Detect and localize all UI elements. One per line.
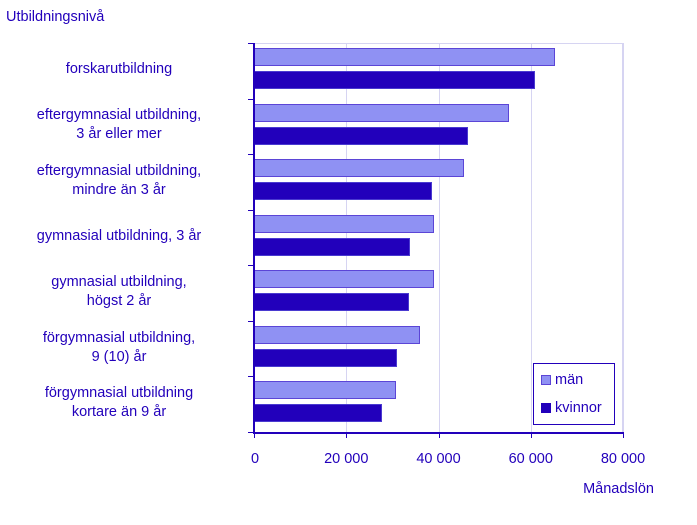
legend-label-women: kvinnor [555,400,602,416]
x-tick [623,432,624,438]
y-axis-line [253,43,255,433]
bar-men [254,159,464,178]
category-label: eftergymnasial utbildning, mindre än 3 år [36,162,202,198]
x-tick [438,432,440,438]
x-tick-label: 60 000 [508,451,553,467]
y-tick [248,98,254,100]
legend-item-men: män [541,372,583,388]
legend: män kvinnor [533,363,615,425]
bar-women [254,348,397,367]
y-axis-title: Utbildningsnivå [6,9,105,25]
bar-men [254,103,510,122]
bar-women [254,293,409,312]
y-tick [248,209,254,211]
category-label: forskarutbildning [65,61,173,78]
legend-swatch-men [541,375,551,385]
category-label: förgymnasial utbildning kortare än 9 år [44,385,194,421]
x-tick-label: 0 [250,451,260,467]
x-tick-label: 40 000 [416,451,461,467]
bar-men [254,381,396,400]
y-tick [248,320,254,322]
bar-men [254,214,434,233]
bar-women [254,404,382,423]
legend-swatch-women [541,403,551,413]
x-tick-label: 20 000 [324,451,369,467]
bar-women [254,182,433,201]
category-label: gymnasial utbildning, 3 år [36,228,202,244]
bar-men [254,325,421,344]
category-label: gymnasial utbildning, högst 2 år [51,274,187,310]
y-tick [248,43,254,44]
legend-label-men: män [555,372,584,388]
gridline [438,43,440,432]
y-tick [248,376,254,378]
y-tick [248,265,254,267]
y-tick [248,432,254,433]
x-tick-label: 80 000 [600,451,646,467]
gridline [530,43,532,432]
x-tick [530,432,532,438]
legend-item-women: kvinnor [541,400,602,416]
gridline [623,43,624,432]
x-tick [346,432,348,438]
bar-men [254,270,435,289]
category-label: förgymnasial utbildning, 9 (10) år [42,329,196,365]
x-tick [254,432,255,438]
bar-women [254,71,535,89]
category-label: eftergymnasial utbildning, 3 år eller mer [36,107,202,143]
gridline [346,43,348,432]
bar-women [254,126,468,145]
bar-men [254,48,556,66]
bar-women [254,237,410,256]
y-tick [248,154,254,156]
x-axis-title: Månadslön [583,481,654,497]
